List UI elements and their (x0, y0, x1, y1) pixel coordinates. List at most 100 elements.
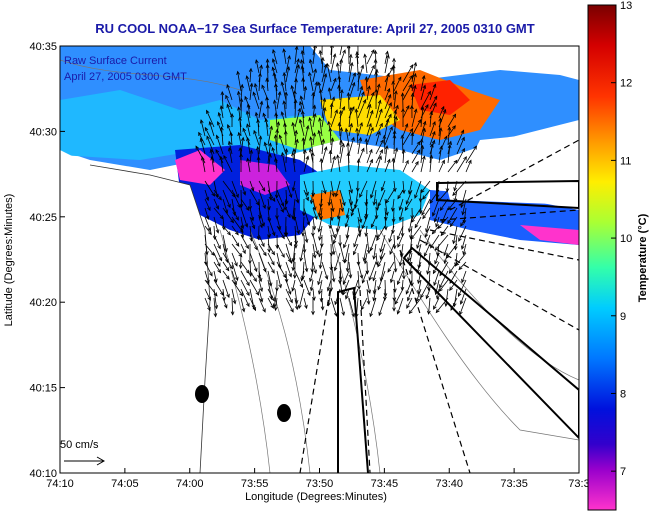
current-vector-head (441, 159, 445, 164)
current-vector-head (259, 100, 264, 105)
current-vector-head (332, 53, 337, 58)
current-vector-head (300, 49, 305, 55)
current-vector-head (311, 311, 315, 316)
current-vector-head (219, 126, 224, 131)
current-vector-head (449, 286, 453, 291)
current-vector (458, 279, 467, 297)
current-vector (339, 143, 345, 164)
current-vector (294, 189, 299, 203)
current-vector-head (362, 99, 367, 104)
current-vector-head (330, 46, 334, 48)
current-vector (319, 225, 323, 241)
current-vector-head (406, 297, 411, 302)
current-vector (435, 216, 440, 227)
current-vector-head (323, 73, 328, 78)
current-vector (438, 106, 445, 119)
current-vector-head (401, 189, 406, 195)
current-vector-head (258, 135, 263, 140)
current-vector (285, 252, 292, 263)
current-vector (420, 107, 424, 128)
y-tick-label: 40:35 (29, 41, 57, 53)
current-vector-head (445, 188, 450, 193)
current-vector-head (450, 306, 455, 311)
current-vector (267, 297, 274, 309)
current-vector-head (328, 127, 333, 132)
current-vector (402, 123, 408, 137)
current-vector-head (234, 231, 239, 236)
current-vector (366, 123, 372, 137)
current-vector (285, 207, 291, 218)
current-vector (402, 105, 410, 119)
current-vector (434, 207, 440, 222)
current-vector-head (284, 91, 289, 96)
current-vector-head (443, 259, 448, 264)
current-vector (448, 198, 458, 210)
current-vector (258, 156, 260, 173)
current-vector (220, 105, 224, 119)
current-vector-head (312, 113, 317, 118)
current-vector-head (272, 49, 276, 54)
current-vector-head (235, 193, 239, 199)
current-vector (429, 131, 436, 146)
current-vector-head (328, 149, 333, 155)
current-vector-head (410, 235, 415, 240)
current-vector-head (312, 104, 317, 109)
current-vector (303, 207, 310, 226)
current-vector (240, 261, 250, 274)
current-vector (375, 149, 383, 164)
current-vector-head (265, 58, 270, 63)
chart-title: RU COOL NOAA−17 Sea Surface Temperature:… (95, 21, 534, 36)
current-vector-head (398, 206, 403, 211)
current-vector-head (312, 206, 317, 211)
current-vector (274, 100, 278, 119)
current-vector (443, 243, 449, 256)
current-vector (222, 261, 230, 271)
current-vector (402, 84, 412, 101)
current-vector-head (314, 41, 317, 44)
current-vector (456, 137, 465, 155)
current-vector-head (353, 204, 358, 209)
current-vector (339, 89, 343, 110)
current-vector-head (310, 151, 315, 157)
current-vector (321, 139, 324, 155)
current-vector (450, 216, 458, 227)
current-vector-head (334, 300, 338, 306)
scale-arrow (64, 456, 106, 466)
current-vector-head (369, 148, 373, 154)
current-vector (411, 62, 417, 83)
sst-patch-hot (410, 80, 470, 115)
current-vector (328, 87, 332, 101)
current-vector (410, 225, 413, 239)
current-vector-head (413, 108, 418, 113)
current-vector-head (322, 189, 327, 195)
current-vector (461, 270, 467, 283)
current-vector-head (239, 152, 243, 158)
current-vector-head (207, 227, 212, 232)
current-vector-head (239, 203, 244, 209)
current-vector (204, 207, 209, 220)
land-li (470, 130, 579, 175)
current-vector (292, 152, 296, 173)
current-vector (357, 270, 360, 290)
current-vector-head (329, 287, 334, 292)
current-vector-head (215, 134, 220, 139)
current-vector (429, 144, 433, 164)
current-vector (330, 297, 338, 317)
current-vector (318, 216, 323, 232)
current-vector-head (449, 222, 454, 228)
current-vector (361, 297, 368, 310)
current-vector-head (348, 274, 353, 279)
current-vector (407, 243, 413, 261)
current-vector (218, 112, 224, 128)
current-vector (240, 137, 244, 155)
current-vector-head (219, 105, 224, 110)
current-vector (231, 234, 240, 247)
current-vector-head (348, 53, 353, 58)
current-vector-head (295, 199, 300, 204)
current-vector (312, 133, 316, 146)
current-vector-head (440, 105, 445, 111)
current-vector (298, 288, 305, 309)
current-vector (240, 297, 245, 312)
current-vector (399, 252, 404, 266)
current-vector-head (330, 40, 333, 43)
